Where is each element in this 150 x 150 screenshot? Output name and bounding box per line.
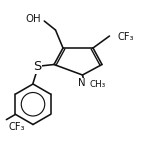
Text: CH₃: CH₃ <box>90 80 106 89</box>
Text: OH: OH <box>25 15 40 24</box>
Text: N: N <box>78 78 85 88</box>
Text: CF₃: CF₃ <box>118 32 134 42</box>
Text: S: S <box>33 60 41 73</box>
Text: CF₃: CF₃ <box>8 122 25 132</box>
